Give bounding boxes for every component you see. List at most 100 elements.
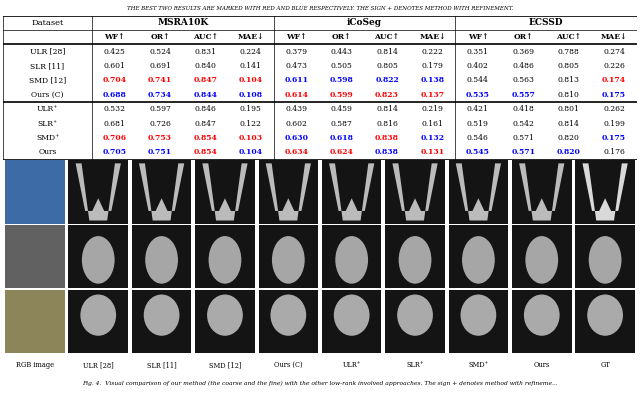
Text: 0.176: 0.176 [603, 148, 625, 156]
Text: 0.542: 0.542 [513, 119, 534, 128]
Text: 0.820: 0.820 [557, 148, 580, 156]
Text: 0.557: 0.557 [511, 91, 535, 99]
Polygon shape [76, 163, 121, 220]
Text: 0.705: 0.705 [102, 148, 127, 156]
Text: MAE↓: MAE↓ [237, 33, 264, 41]
Ellipse shape [271, 294, 306, 336]
Text: 0.224: 0.224 [240, 48, 262, 55]
Text: 0.788: 0.788 [557, 48, 580, 55]
Text: 0.174: 0.174 [602, 76, 626, 84]
Ellipse shape [145, 236, 178, 284]
Text: 0.262: 0.262 [603, 105, 625, 113]
Text: 0.131: 0.131 [420, 148, 445, 156]
Text: OR↑: OR↑ [332, 33, 351, 41]
Bar [449, 160, 508, 224]
Text: GT: GT [600, 361, 610, 369]
Text: iCoSeg: iCoSeg [347, 18, 382, 27]
Text: OR↑: OR↑ [513, 33, 533, 41]
Text: SLR [11]: SLR [11] [31, 62, 65, 70]
Text: 0.563: 0.563 [512, 76, 534, 84]
Text: 0.624: 0.624 [330, 148, 353, 156]
Polygon shape [266, 163, 311, 220]
Text: 0.351: 0.351 [467, 48, 489, 55]
Ellipse shape [81, 294, 116, 336]
Polygon shape [139, 163, 184, 220]
Ellipse shape [209, 236, 241, 284]
Text: 0.103: 0.103 [239, 134, 263, 142]
Bar [132, 290, 191, 353]
Text: 0.814: 0.814 [376, 48, 398, 55]
Ellipse shape [82, 236, 115, 284]
Text: 0.369: 0.369 [512, 48, 534, 55]
Text: Fig. 4.  Visual comparison of our method (the coarse and the fine) with the othe: Fig. 4. Visual comparison of our method … [82, 381, 558, 386]
Text: 0.741: 0.741 [148, 76, 172, 84]
Text: ECSSD: ECSSD [529, 18, 563, 27]
Text: Ours: Ours [534, 361, 550, 369]
Text: 0.704: 0.704 [102, 76, 127, 84]
Text: 0.195: 0.195 [240, 105, 262, 113]
Polygon shape [202, 163, 248, 220]
Polygon shape [456, 163, 501, 220]
Text: SLR⁺: SLR⁺ [38, 119, 58, 128]
Bar [322, 160, 381, 224]
Text: Ours: Ours [38, 148, 57, 156]
Text: 0.854: 0.854 [193, 148, 218, 156]
Text: 0.104: 0.104 [239, 148, 263, 156]
Text: Dataset: Dataset [31, 19, 64, 27]
Text: 0.418: 0.418 [513, 105, 534, 113]
Text: 0.199: 0.199 [603, 119, 625, 128]
Ellipse shape [397, 294, 433, 336]
Text: 0.161: 0.161 [422, 119, 444, 128]
Text: SMD⁺: SMD⁺ [36, 134, 59, 142]
Text: 0.519: 0.519 [467, 119, 489, 128]
Bar [385, 225, 445, 288]
Bar [259, 290, 318, 353]
Polygon shape [392, 163, 438, 220]
Text: 0.688: 0.688 [103, 91, 127, 99]
Text: 0.443: 0.443 [331, 48, 353, 55]
Text: 0.473: 0.473 [285, 62, 307, 70]
Text: 0.598: 0.598 [330, 76, 353, 84]
Text: 0.618: 0.618 [330, 134, 353, 142]
Text: 0.844: 0.844 [193, 91, 218, 99]
Text: 0.847: 0.847 [193, 76, 218, 84]
Ellipse shape [335, 236, 368, 284]
Text: 0.816: 0.816 [376, 119, 398, 128]
Text: 0.611: 0.611 [284, 76, 308, 84]
Ellipse shape [399, 236, 431, 284]
Text: 0.402: 0.402 [467, 62, 489, 70]
Bar [512, 290, 572, 353]
Ellipse shape [461, 294, 496, 336]
Ellipse shape [589, 236, 621, 284]
Text: AUC↑: AUC↑ [374, 33, 399, 41]
Text: 0.854: 0.854 [193, 134, 218, 142]
Text: 0.691: 0.691 [149, 62, 171, 70]
Text: 0.535: 0.535 [466, 91, 490, 99]
Text: 0.505: 0.505 [331, 62, 353, 70]
Ellipse shape [524, 294, 559, 336]
Text: 0.439: 0.439 [285, 105, 307, 113]
Text: 0.544: 0.544 [467, 76, 489, 84]
Bar [449, 225, 508, 288]
Ellipse shape [272, 236, 305, 284]
Bar [195, 225, 255, 288]
Text: 0.132: 0.132 [420, 134, 444, 142]
Text: 0.104: 0.104 [239, 76, 263, 84]
Text: 0.614: 0.614 [284, 91, 308, 99]
Text: AUC↑: AUC↑ [556, 33, 581, 41]
Polygon shape [329, 163, 374, 220]
Text: 0.753: 0.753 [148, 134, 172, 142]
Text: Ours (C): Ours (C) [31, 91, 64, 99]
Text: 0.222: 0.222 [422, 48, 444, 55]
Bar [512, 225, 572, 288]
Bar [5, 160, 65, 224]
Text: MAE↓: MAE↓ [419, 33, 445, 41]
Ellipse shape [144, 294, 179, 336]
Bar [132, 160, 191, 224]
Text: 0.546: 0.546 [467, 134, 489, 142]
Text: 0.486: 0.486 [513, 62, 534, 70]
Text: 0.801: 0.801 [557, 105, 580, 113]
Bar [385, 290, 445, 353]
Ellipse shape [334, 294, 369, 336]
Text: SLR [11]: SLR [11] [147, 361, 177, 369]
